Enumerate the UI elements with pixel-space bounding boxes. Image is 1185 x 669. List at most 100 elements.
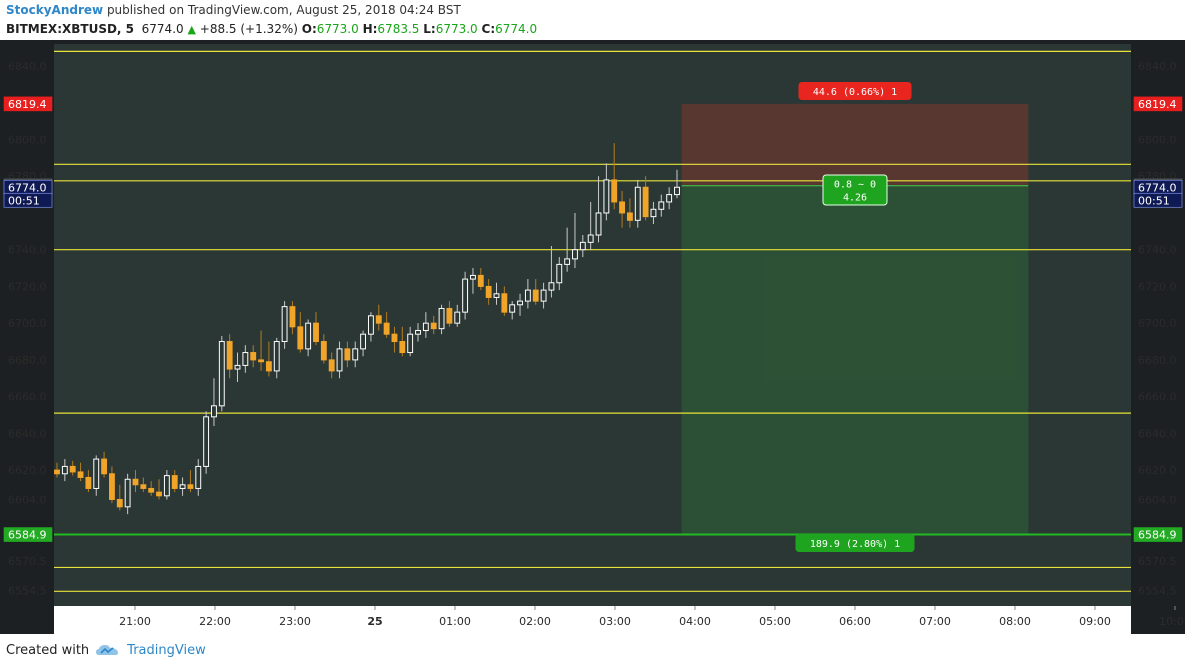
left-tick-label[interactable]: 6774.0: [8, 181, 47, 194]
right-tick-label[interactable]: 6700.0: [1138, 317, 1177, 330]
candle-up: [634, 186, 641, 221]
left-tick-label[interactable]: 6720.0: [8, 280, 47, 293]
created-with-text: Created with: [6, 643, 90, 658]
right-tick-label[interactable]: 6720.0: [1138, 280, 1177, 293]
right-price-badge[interactable]: [1133, 96, 1183, 112]
target-label: 189.9 (2.80%) 1: [795, 534, 915, 552]
pnl-label-text: 0.8 ~ 0: [834, 180, 876, 191]
candle-down: [140, 484, 147, 489]
time-tick-label[interactable]: 21:00: [119, 615, 151, 628]
time-tick-label[interactable]: 25: [367, 615, 382, 628]
target-label-text: 189.9 (2.80%) 1: [810, 539, 900, 550]
time-axis-bg[interactable]: [54, 606, 1131, 634]
left-tick-label[interactable]: 6584.9: [8, 529, 47, 542]
right-tick-label[interactable]: 00:51: [1138, 194, 1170, 207]
candle-down: [289, 306, 296, 328]
candle-down: [116, 498, 123, 508]
candle-down: [391, 333, 398, 343]
candle-down: [85, 476, 92, 489]
right-price-badge[interactable]: [1133, 192, 1183, 208]
target-zone[interactable]: [681, 185, 1029, 535]
right-tick-label[interactable]: 6819.4: [1138, 98, 1177, 111]
low-label: L:: [423, 22, 436, 36]
right-tick-label[interactable]: 6680.0: [1138, 354, 1177, 367]
left-price-badge[interactable]: [3, 192, 53, 208]
left-tick-label[interactable]: 6819.4: [8, 98, 47, 111]
tradingview-logo-link[interactable]: TradingView: [127, 643, 206, 658]
symbol-name: BITMEX:XBTUSD, 5: [6, 22, 135, 36]
horizontal-lines[interactable]: [54, 50, 1131, 592]
candle-up: [438, 307, 445, 330]
right-tick-label[interactable]: 6800.0: [1138, 134, 1177, 147]
close-value: 6774.0: [495, 22, 538, 36]
time-tick-label[interactable]: 02:00: [519, 615, 551, 628]
plot-area[interactable]: [54, 44, 1131, 606]
candle-down: [446, 307, 453, 324]
position-tool[interactable]: [681, 103, 1029, 535]
candle-down: [344, 348, 351, 361]
pnl-label-text: 4.26: [843, 193, 867, 204]
left-tick-label[interactable]: 6640.0: [8, 427, 47, 440]
right-tick-label[interactable]: 6584.9: [1138, 529, 1177, 542]
right-tick-label[interactable]: 6554.5: [1138, 584, 1177, 597]
left-price-badge[interactable]: [3, 527, 53, 542]
left-tick-label[interactable]: 6570.5: [8, 555, 47, 568]
time-tick-label[interactable]: 08:00: [999, 615, 1031, 628]
stop-zone[interactable]: [681, 103, 1029, 186]
candle-up: [407, 333, 414, 354]
left-tick-label[interactable]: 6840.0: [8, 60, 47, 73]
right-price-badge[interactable]: [1133, 527, 1183, 542]
right-tick-label[interactable]: 6660.0: [1138, 391, 1177, 404]
left-tick-label[interactable]: 6620.0: [8, 464, 47, 477]
right-tick-label[interactable]: 6740.0: [1138, 244, 1177, 257]
left-tick-label[interactable]: 6700.0: [8, 317, 47, 330]
time-tick-label[interactable]: 23:00: [279, 615, 311, 628]
candle-down: [54, 469, 60, 475]
right-tick-label[interactable]: 6604.0: [1138, 493, 1177, 506]
left-tick-label[interactable]: 6554.5: [8, 584, 47, 597]
time-tick-label[interactable]: 09:00: [1079, 615, 1111, 628]
time-tick-label[interactable]: 04:00: [679, 615, 711, 628]
candle-down: [101, 458, 108, 475]
left-tick-label[interactable]: 6740.0: [8, 244, 47, 257]
candle-down: [611, 179, 618, 203]
candle-up: [367, 315, 374, 335]
time-tick-label[interactable]: 03:00: [599, 615, 631, 628]
time-tick-label[interactable]: 07:00: [919, 615, 951, 628]
high-value: 6783.5: [377, 22, 420, 36]
left-tick-label[interactable]: 6604.0: [8, 493, 47, 506]
candle-up: [462, 278, 469, 313]
candle-up: [572, 249, 578, 260]
left-tick-label[interactable]: 6660.0: [8, 391, 47, 404]
time-tick-label[interactable]: 06:00: [839, 615, 871, 628]
candle-up: [674, 186, 680, 196]
candle-up: [470, 274, 476, 280]
candle-down: [171, 475, 178, 489]
author-link[interactable]: StockyAndrew: [6, 3, 104, 17]
right-tick-label[interactable]: 6620.0: [1138, 464, 1177, 477]
candle-down: [642, 186, 649, 218]
right-price-axis[interactable]: 6840.06819.46800.06780.06774.86774.000:5…: [1133, 60, 1183, 597]
right-tick-label[interactable]: 6570.5: [1138, 555, 1177, 568]
left-tick-label[interactable]: 6680.0: [8, 354, 47, 367]
time-tick-label[interactable]: 01:00: [439, 615, 471, 628]
left-price-axis[interactable]: 6840.06819.46800.06780.06774.86774.000:5…: [3, 60, 53, 597]
time-tick-label[interactable]: 22:00: [199, 615, 231, 628]
candle-down: [619, 201, 625, 214]
candle-up: [273, 341, 280, 372]
right-tick-label[interactable]: 6774.0: [1138, 181, 1177, 194]
candle-down: [226, 341, 233, 370]
candle-up: [305, 322, 312, 350]
pnl-label-bg: [822, 174, 888, 206]
right-tick-label[interactable]: 6640.0: [1138, 427, 1177, 440]
time-tick-label[interactable]: 10:00: [1159, 615, 1185, 628]
candle-up: [658, 201, 665, 210]
left-price-badge[interactable]: [3, 96, 53, 112]
price-chart[interactable]: 44.6 (0.66%) 1 0.8 ~ 0 4.26 189.9 (2.80%) 1…: [0, 0, 1185, 640]
candle-up: [195, 465, 202, 489]
right-tick-label[interactable]: 6840.0: [1138, 60, 1177, 73]
time-axis[interactable]: 21:00 22:00 23:00 25 01:00 02:00 03:00 04:00 05:…: [54, 606, 1185, 634]
left-tick-label[interactable]: 6800.0: [8, 134, 47, 147]
left-tick-label[interactable]: 00:51: [8, 194, 40, 207]
time-tick-label[interactable]: 05:00: [759, 615, 791, 628]
